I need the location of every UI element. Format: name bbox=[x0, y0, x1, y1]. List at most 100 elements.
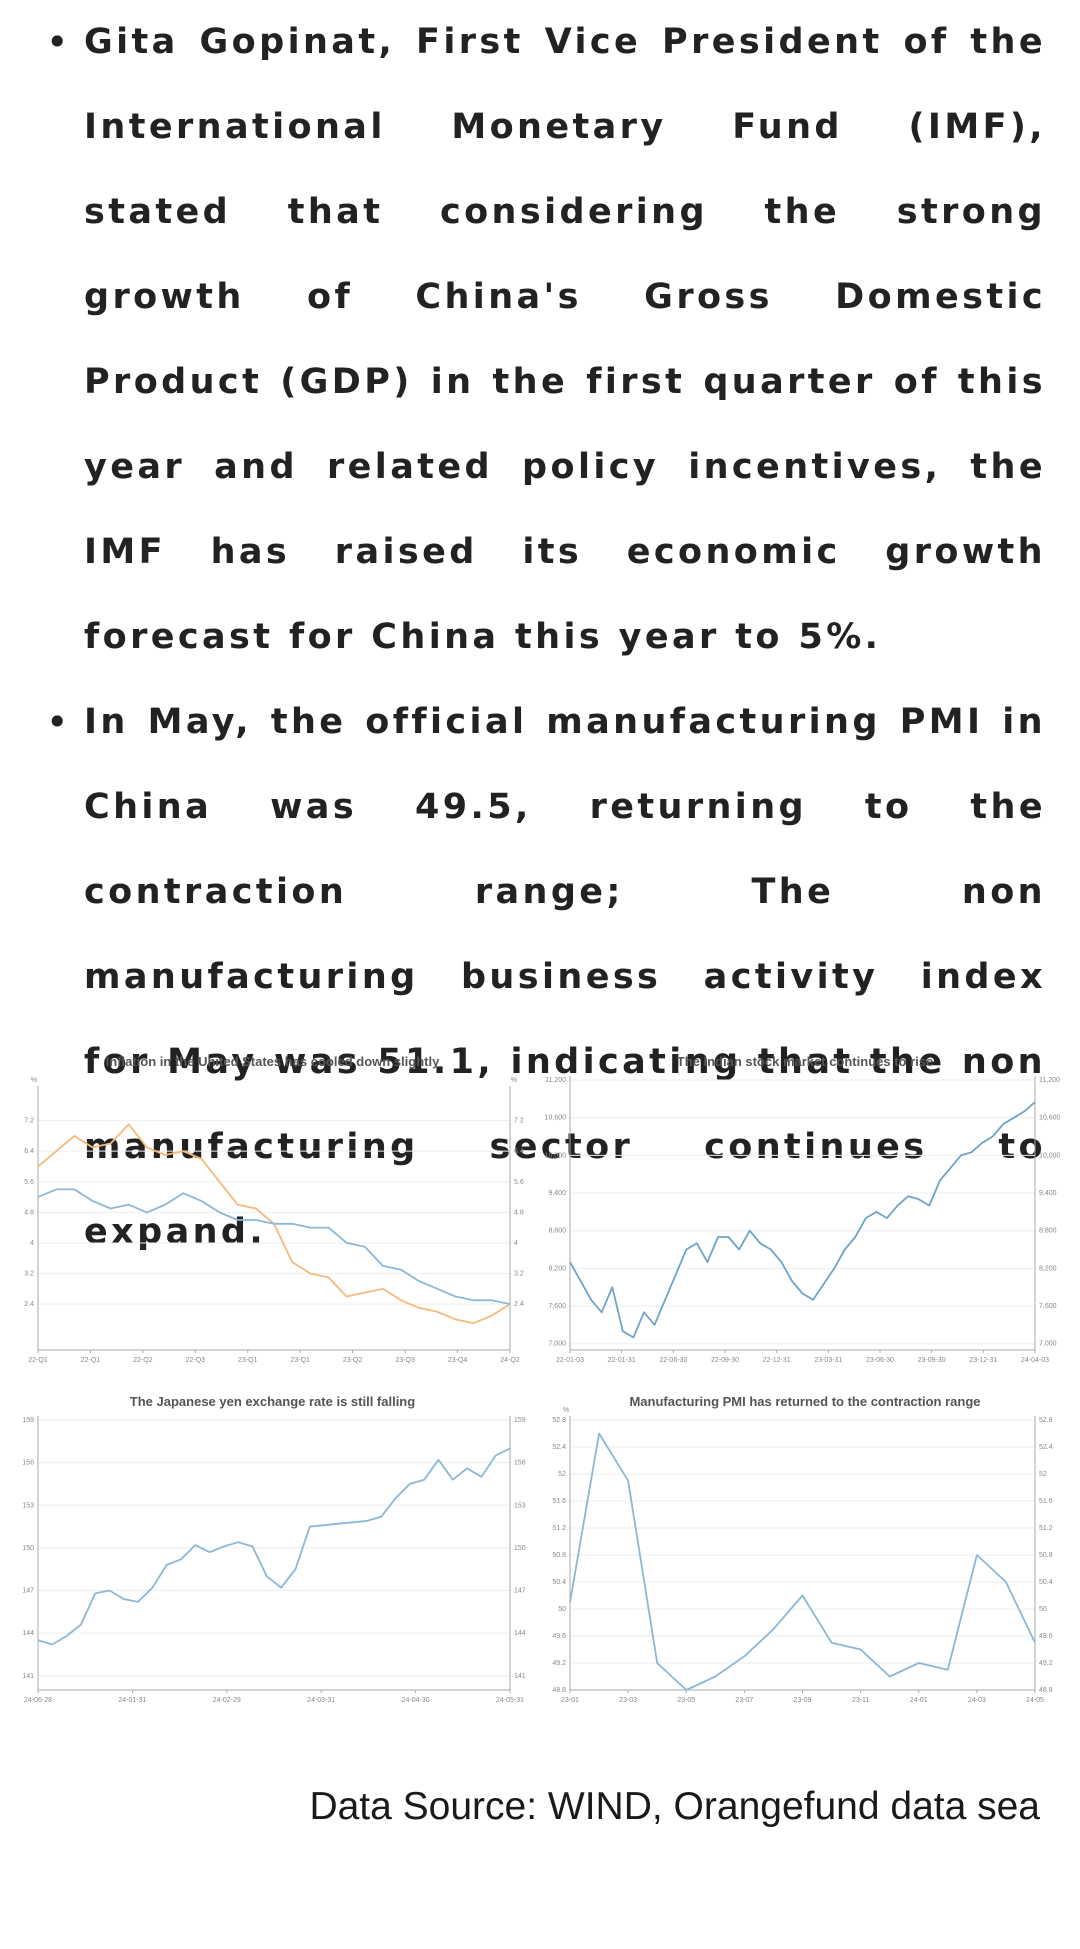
y2-tick-label: 144 bbox=[514, 1630, 526, 1637]
y-axis-unit-label: % bbox=[31, 1077, 37, 1084]
y2-tick-label: 8,200 bbox=[1039, 1265, 1057, 1272]
y-tick-label: 52.4 bbox=[552, 1444, 566, 1451]
x-tick-label: 23-Q4 bbox=[448, 1357, 468, 1364]
x-tick-label: 23-Q1 bbox=[238, 1357, 258, 1364]
y-tick-label: 8,200 bbox=[548, 1265, 566, 1272]
chart-yen-exchange: The Japanese yen exchange rate is still … bbox=[10, 1390, 535, 1720]
y2-tick-label: 5.6 bbox=[514, 1179, 524, 1186]
chart-title: The Indian stock market continues to ris… bbox=[677, 1054, 933, 1069]
bullet-item: In May, the official manufacturing PMI i… bbox=[0, 680, 1080, 1275]
y-tick-label: 144 bbox=[22, 1630, 34, 1637]
series-line bbox=[569, 1432, 1036, 1691]
y-tick-label: 2.4 bbox=[24, 1301, 34, 1308]
chart-us-inflation: Inflation in the United States has coole… bbox=[10, 1050, 535, 1380]
y2-tick-label: 147 bbox=[514, 1588, 526, 1595]
y2-tick-label: 159 bbox=[514, 1417, 526, 1424]
bullet-list: Gita Gopinat, First Vice President of th… bbox=[0, 0, 1080, 1275]
x-tick-label: 23-Q3 bbox=[395, 1357, 415, 1364]
y-tick-label: 147 bbox=[22, 1588, 34, 1595]
y2-tick-label: 10,600 bbox=[1039, 1115, 1061, 1122]
chart-title: Inflation in the United States has coole… bbox=[106, 1054, 440, 1069]
series-line bbox=[569, 1101, 1036, 1339]
y-tick-label: 52.8 bbox=[552, 1417, 566, 1424]
y2-tick-label: 49.6 bbox=[1039, 1633, 1053, 1640]
y2-tick-label: 51.2 bbox=[1039, 1525, 1053, 1532]
x-tick-label: 23-07 bbox=[735, 1697, 753, 1704]
y2-tick-label: 9,400 bbox=[1039, 1190, 1057, 1197]
y-tick-label: 156 bbox=[22, 1460, 34, 1467]
bullet-text: Gita Gopinat, First Vice President of th… bbox=[84, 22, 1046, 657]
y-tick-label: 3.2 bbox=[24, 1271, 34, 1278]
y2-tick-label: 4.8 bbox=[514, 1209, 524, 1216]
series-line bbox=[37, 1188, 511, 1305]
y-tick-label: 7.2 bbox=[24, 1118, 34, 1125]
y-tick-label: 50.8 bbox=[552, 1552, 566, 1559]
x-tick-label: 23-Q2 bbox=[343, 1357, 363, 1364]
x-tick-label: 24-04-30 bbox=[402, 1697, 430, 1704]
x-tick-label: 23-01 bbox=[561, 1697, 579, 1704]
y2-tick-label: 153 bbox=[514, 1502, 526, 1509]
x-tick-label: 24-02-29 bbox=[213, 1697, 241, 1704]
y-tick-label: 6.4 bbox=[24, 1148, 34, 1155]
y2-tick-label: 48.8 bbox=[1039, 1687, 1053, 1694]
x-tick-label: 24-03 bbox=[968, 1697, 986, 1704]
x-tick-label: 24-03-31 bbox=[307, 1697, 335, 1704]
x-tick-label: 24-05 bbox=[1026, 1697, 1044, 1704]
x-tick-label: 22-09-30 bbox=[711, 1357, 739, 1364]
y-tick-label: 7,600 bbox=[548, 1303, 566, 1310]
y2-tick-label: 51.6 bbox=[1039, 1498, 1053, 1505]
y-tick-label: 8,800 bbox=[548, 1228, 566, 1235]
x-tick-label: 23-05 bbox=[677, 1697, 695, 1704]
chart-grid: Inflation in the United States has coole… bbox=[0, 1050, 1080, 1720]
y-tick-label: 10,600 bbox=[545, 1115, 567, 1122]
x-tick-label: 22-06-30 bbox=[659, 1357, 687, 1364]
data-source-caption: Data Source: WIND, Orangefund data sea bbox=[309, 1785, 1040, 1828]
chart-svg: The Indian stock market continues to ris… bbox=[545, 1054, 1061, 1364]
y2-tick-label: 4 bbox=[514, 1240, 518, 1247]
x-tick-label: 23-06-30 bbox=[866, 1357, 894, 1364]
bullet-text: In May, the official manufacturing PMI i… bbox=[84, 702, 1046, 1252]
y-tick-label: 153 bbox=[22, 1502, 34, 1509]
series-line bbox=[37, 1447, 511, 1646]
y2-tick-label: 52.8 bbox=[1039, 1417, 1053, 1424]
y2-tick-label: 50.4 bbox=[1039, 1579, 1053, 1586]
x-tick-label: 22-Q1 bbox=[28, 1357, 48, 1364]
x-tick-label: 24-05-31 bbox=[496, 1697, 524, 1704]
y2-tick-label: 11,200 bbox=[1039, 1077, 1060, 1084]
y2-tick-label: 2.4 bbox=[514, 1301, 524, 1308]
y2-tick-label: 150 bbox=[514, 1545, 526, 1552]
y2-tick-label: 50.8 bbox=[1039, 1552, 1053, 1559]
y2-tick-label: 52.4 bbox=[1039, 1444, 1053, 1451]
x-tick-label: 23-03 bbox=[619, 1697, 637, 1704]
y-tick-label: 7,000 bbox=[548, 1341, 566, 1348]
y2-tick-label: 7,000 bbox=[1039, 1341, 1057, 1348]
x-tick-label: 22-12-31 bbox=[763, 1357, 791, 1364]
x-tick-label: 22-Q1 bbox=[81, 1357, 101, 1364]
y2-tick-label: 141 bbox=[514, 1673, 526, 1680]
y-tick-label: 52 bbox=[558, 1471, 566, 1478]
x-tick-label: 24-01 bbox=[910, 1697, 928, 1704]
y-tick-label: 159 bbox=[22, 1417, 34, 1424]
y2-tick-label: 156 bbox=[514, 1460, 526, 1467]
x-tick-label: 23-09 bbox=[794, 1697, 812, 1704]
y-tick-label: 10,000 bbox=[545, 1152, 567, 1159]
chart-title: The Japanese yen exchange rate is still … bbox=[130, 1394, 415, 1409]
y-tick-label: 49.2 bbox=[552, 1660, 566, 1667]
x-tick-label: 23-03-31 bbox=[814, 1357, 842, 1364]
y-tick-label: 48.8 bbox=[552, 1687, 566, 1694]
y2-tick-label: 6.4 bbox=[514, 1148, 524, 1155]
y2-tick-label: 7,600 bbox=[1039, 1303, 1057, 1310]
bullet-item: Gita Gopinat, First Vice President of th… bbox=[0, 0, 1080, 680]
chart-svg: Inflation in the United States has coole… bbox=[24, 1054, 524, 1364]
y-tick-label: 51.6 bbox=[552, 1498, 566, 1505]
y-tick-label: 5.6 bbox=[24, 1179, 34, 1186]
x-tick-label: 24-Q2 bbox=[500, 1357, 520, 1364]
y-tick-label: 4.8 bbox=[24, 1209, 34, 1216]
y2-tick-label: 3.2 bbox=[514, 1271, 524, 1278]
y-axis-unit-label: % bbox=[563, 1407, 569, 1414]
x-tick-label: 23-Q1 bbox=[290, 1357, 310, 1364]
x-tick-label: 22-01-03 bbox=[556, 1357, 584, 1364]
y-tick-label: 141 bbox=[22, 1673, 34, 1680]
x-tick-label: 22-01-31 bbox=[608, 1357, 636, 1364]
chart-svg: Manufacturing PMI has returned to the co… bbox=[552, 1394, 1053, 1704]
